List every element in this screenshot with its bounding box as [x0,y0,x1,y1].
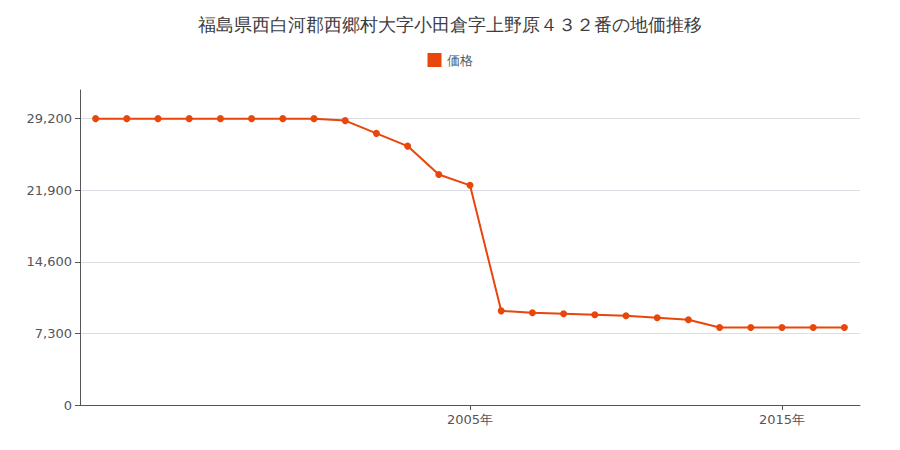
svg-text:福島県西白河郡西郷村大字小田倉字上野原４３２番の地価推移: 福島県西白河郡西郷村大字小田倉字上野原４３２番の地価推移 [198,14,702,35]
svg-text:2015年: 2015年 [759,412,805,427]
svg-text:7,300: 7,300 [35,326,72,341]
svg-text:0: 0 [64,398,72,413]
svg-text:29,200: 29,200 [27,111,73,126]
svg-text:2005年: 2005年 [447,412,493,427]
svg-text:14,600: 14,600 [27,254,73,269]
svg-text:21,900: 21,900 [27,183,73,198]
svg-text:価格: 価格 [447,53,473,68]
